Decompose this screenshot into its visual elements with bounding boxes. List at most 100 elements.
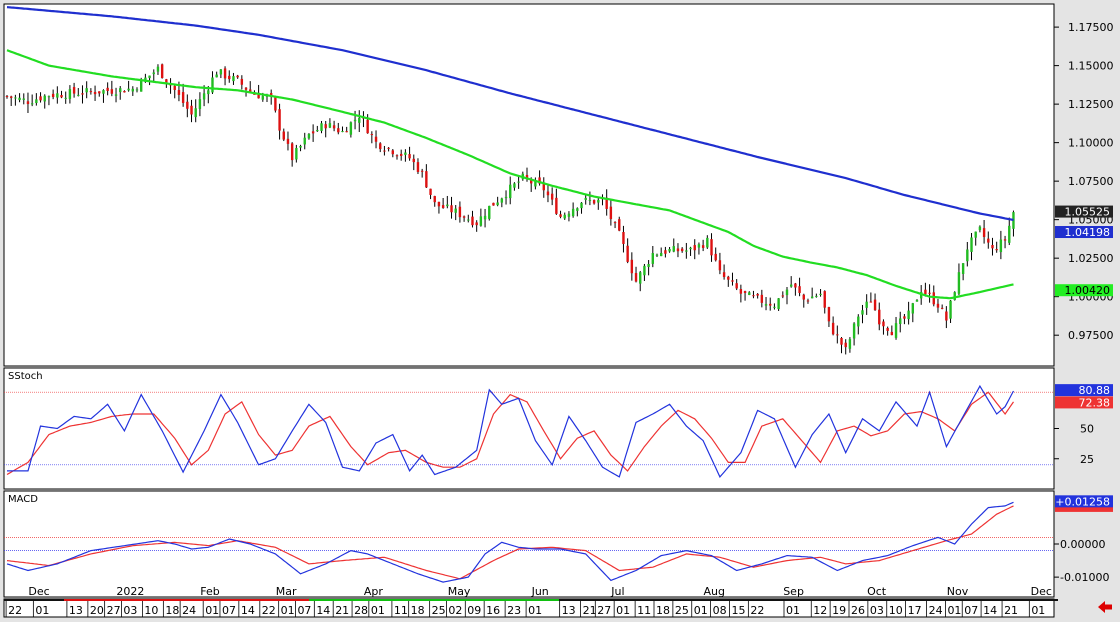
price-bar-body	[194, 108, 197, 118]
price-bar-body	[802, 294, 805, 300]
day-label: 07	[222, 604, 236, 617]
price-bar-body	[110, 89, 114, 94]
month-label: 2022	[116, 585, 144, 598]
price-bar-body	[77, 94, 80, 96]
price-bar-body	[714, 253, 717, 261]
price-bar-body	[773, 306, 776, 308]
day-label: 17	[908, 604, 922, 617]
macd-panel	[3, 490, 1055, 598]
price-bar-body	[165, 79, 168, 83]
month-label: Jul	[610, 585, 624, 598]
day-label: 14	[241, 604, 255, 617]
price-bar-body	[295, 147, 298, 160]
stoch-k-tag: 80.88	[1079, 384, 1111, 397]
price-bar-body	[236, 75, 239, 78]
day-label: 01	[528, 604, 542, 617]
price-bar-body	[14, 97, 17, 99]
price-bar-body	[458, 206, 462, 218]
day-label: 01	[371, 604, 385, 617]
price-bar-body	[517, 181, 520, 183]
price-bar-body	[51, 93, 55, 97]
price-bar-body	[349, 122, 353, 135]
price-bar-body	[416, 162, 420, 172]
price-bar-body	[341, 131, 344, 133]
price-bar-body	[785, 289, 789, 296]
price-bar-body	[924, 289, 927, 295]
day-label: 28	[354, 604, 368, 617]
price-bar-body	[563, 214, 566, 219]
day-label: 07	[297, 604, 311, 617]
price-bar-body	[311, 131, 315, 134]
price-bar-body	[68, 89, 72, 99]
price-bar-body	[93, 91, 97, 95]
price-bar-body	[710, 239, 713, 256]
price-bar-body	[345, 131, 348, 133]
price-bar-body	[450, 205, 453, 213]
day-label: 13	[562, 604, 576, 617]
period-strip	[309, 599, 559, 601]
day-label: 20	[90, 604, 104, 617]
day-label: 01	[694, 604, 708, 617]
price-bar-body	[626, 245, 629, 262]
month-label: Feb	[200, 585, 219, 598]
price-bar-body	[131, 88, 135, 92]
price-bar-body	[261, 96, 265, 100]
price-bar-body	[727, 276, 730, 280]
price-bar-body	[462, 216, 466, 218]
price-bar-body	[186, 101, 189, 109]
price-bar-body	[907, 310, 910, 320]
price-bar-body	[39, 96, 42, 101]
price-bar-body	[441, 205, 445, 208]
price-bar-body	[622, 232, 625, 244]
price-bar-body	[836, 334, 839, 336]
price-bar-body	[219, 69, 223, 75]
price-bar-body	[752, 295, 755, 297]
price-bar-body	[810, 296, 814, 299]
price-bar-body	[475, 222, 478, 226]
day-label: 18	[411, 604, 425, 617]
day-label: 03	[123, 604, 137, 617]
price-bar-body	[509, 184, 512, 199]
day-label: 21	[335, 604, 349, 617]
price-bar-body	[861, 310, 864, 315]
price-bar-body	[794, 283, 797, 288]
price-bar-body	[781, 295, 785, 297]
price-bar-body	[18, 97, 21, 101]
day-label: 23	[507, 604, 521, 617]
price-bar-body	[374, 136, 378, 142]
price-bar-body	[894, 323, 898, 338]
price-bar-body	[286, 138, 290, 144]
day-label: 01	[786, 604, 800, 617]
price-bar-body	[618, 219, 621, 231]
price-bar-body	[152, 72, 155, 75]
price-bar-body	[915, 300, 919, 302]
price-bar-body	[697, 244, 701, 248]
price-bar-body	[379, 143, 382, 150]
price-bar-body	[655, 254, 659, 256]
price-bar-body	[26, 101, 30, 105]
price-bar-body	[488, 205, 491, 219]
price-bar-body	[353, 119, 357, 122]
price-bar-body	[513, 183, 516, 188]
day-label: 16	[486, 604, 500, 617]
price-bar-body	[857, 316, 860, 327]
price-bar-body	[957, 272, 961, 294]
price-bar-body	[576, 208, 579, 211]
day-label: 08	[713, 604, 727, 617]
price-bar-body	[731, 280, 734, 282]
stoch-k-line	[7, 384, 1015, 478]
price-bar-body	[932, 292, 935, 305]
price-bar-body	[987, 238, 990, 243]
day-label: 02	[448, 604, 462, 617]
price-bar-body	[85, 88, 88, 93]
day-label: 27	[597, 604, 611, 617]
price-bar-body	[743, 291, 747, 293]
day-label: 25	[432, 604, 446, 617]
price-bar-body	[806, 300, 810, 302]
price-bar-body	[433, 196, 436, 203]
price-bar-body	[546, 191, 550, 196]
price-bar-body	[789, 284, 793, 287]
price-bar-body	[98, 91, 101, 94]
month-label: Sep	[783, 585, 804, 598]
